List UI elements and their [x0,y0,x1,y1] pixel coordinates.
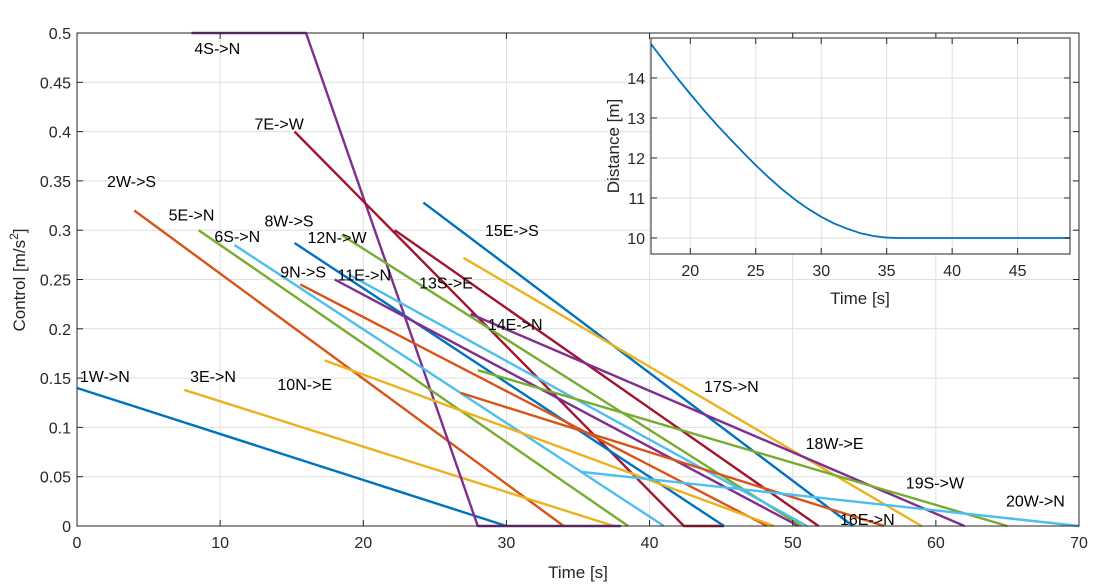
main-y-axis-label: Control [m/s2] [7,228,29,331]
series-label-4: 4S->N [194,41,240,58]
main-series-line-19 [477,369,1008,528]
main-x-tick-label: 40 [641,535,659,552]
main-y-tick-label: 0.45 [40,75,71,92]
inset-y-tick-label: 14 [627,71,645,88]
main-y-tick-label: 0.3 [49,223,71,240]
main-y-tick-label: 0.25 [40,273,71,290]
main-series-line-3 [183,388,615,528]
main-series-line-17 [462,256,923,528]
series-label-14: 14E->N [488,317,543,334]
series-label-19: 19S->W [906,476,965,493]
main-x-axis-label: Time [s] [548,563,608,582]
main-y-tick-label: 0.1 [49,420,71,437]
inset-x-tick-label: 40 [943,263,961,280]
main-x-tick-label: 30 [498,535,516,552]
main-series-line-11 [334,278,800,528]
series-label-15: 15E->S [485,223,539,240]
main-y-tick-label: 0.2 [49,322,71,339]
main-series-line-14 [394,229,820,527]
main-series-line-15 [422,201,854,527]
main-x-tick-label: 10 [211,535,229,552]
inset-x-tick-label: 30 [812,263,830,280]
series-label-1: 1W->N [80,369,130,386]
series-label-2: 2W->S [107,174,156,191]
inset-y-axis-label: Distance [m] [604,99,623,193]
main-y-tick-label: 0.5 [49,26,71,43]
inset-x-tick-label: 45 [1009,263,1027,280]
inset-series-line-1 [650,43,1070,239]
series-label-5: 5E->N [169,207,215,224]
main-series-line-9 [299,283,768,528]
series-label-12: 12N->W [307,230,367,247]
main-y-tick-label: 0.4 [49,125,71,142]
inset-grid [651,38,1070,254]
inset-x-tick-label: 25 [747,263,765,280]
main-series-line-1 [76,386,507,528]
series-label-9: 9N->S [280,265,326,282]
main-x-tick-label: 0 [73,535,82,552]
series-label-20: 20W->N [1006,493,1065,510]
series-label-10: 10N->E [277,377,332,394]
main-ticks: 0 10 20 30 40 50 60 70 0 0.05 0.1 0.15 0.2 0.25 0.3 0.3… [40,26,1088,552]
main-series-line-18 [470,312,965,528]
inset-x-tick-label: 20 [681,263,699,280]
series-label-16: 16E->N [840,512,895,529]
main-series-labels: 1W->N 2W->S 3E->N 4S->N 5E->N 6S->N 7E->W 8W->S… [80,41,1065,529]
main-series-line-16 [460,391,885,528]
main-y-tick-label: 0.35 [40,174,71,191]
inset-y-tick-label: 11 [628,191,645,208]
series-label-8: 8W->S [265,213,314,230]
inset-x-tick-label: 35 [878,263,896,280]
main-x-tick-label: 50 [784,535,802,552]
main-x-tick-label: 70 [1070,535,1088,552]
series-label-3: 3E->N [190,369,236,386]
inset-chart: 20 25 30 35 40 45 10 11 12 13 14 Time [s] Distance… [604,37,1071,308]
inset-plot-area [651,38,1070,254]
main-y-tick-label: 0 [62,519,71,536]
main-x-tick-label: 60 [927,535,945,552]
inset-y-tick-label: 13 [627,111,645,128]
inset-y-tick-label: 12 [627,151,645,168]
main-series-line-10 [324,359,775,528]
main-y-tick-label: 0.15 [40,371,71,388]
main-y-tick-label: 0.05 [40,470,71,487]
series-label-7: 7E->W [254,117,304,134]
inset-ticks: 20 25 30 35 40 45 10 11 12 13 14 [627,38,1070,280]
series-label-11: 11E->N [338,268,392,285]
series-label-17: 17S->N [704,379,759,396]
series-label-13: 13S->E [419,275,473,292]
main-x-tick-label: 20 [354,535,372,552]
main-series-line-6 [233,243,665,528]
inset-x-axis-label: Time [s] [830,289,890,308]
main-series-line-20 [580,470,1080,528]
inset-series-group [650,43,1070,239]
inset-axes-box [650,37,1071,255]
inset-y-tick-label: 10 [627,231,645,248]
main-series-line-12 [341,234,802,528]
series-label-6: 6S->N [214,229,260,246]
series-label-18: 18W->E [806,436,864,453]
main-series-line-5 [197,229,629,527]
